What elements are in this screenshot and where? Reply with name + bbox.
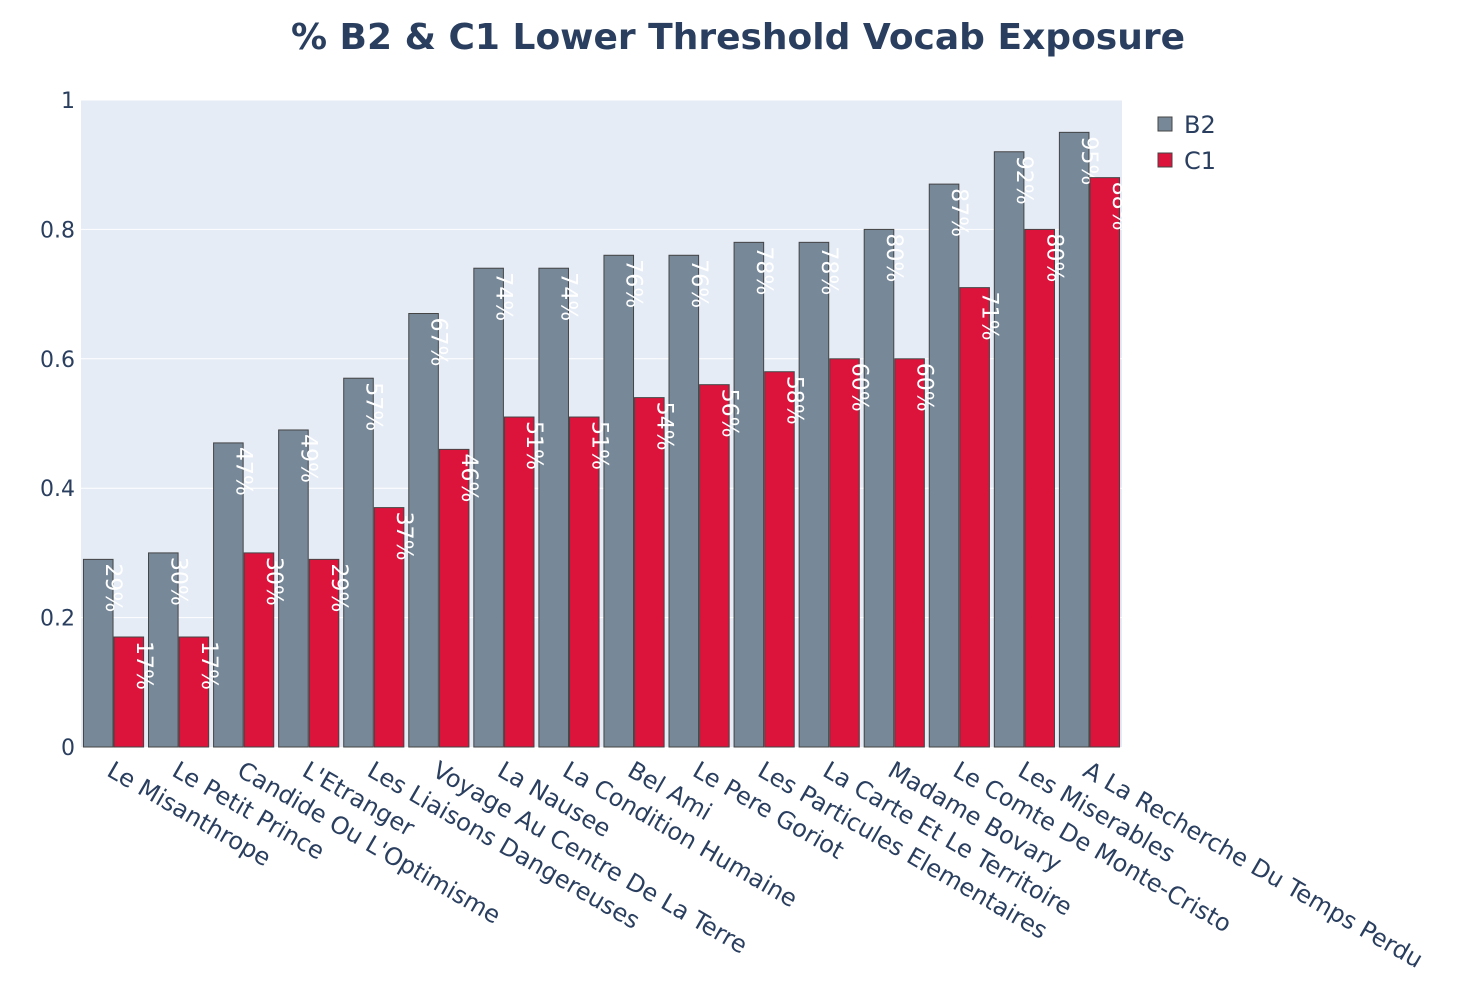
bar-data-label: 71% [977, 292, 1002, 341]
legend-swatch [1157, 116, 1173, 132]
bar-b2[interactable] [733, 241, 765, 748]
bar-data-label: 74% [556, 272, 581, 321]
y-tick-label: 0.2 [40, 607, 75, 632]
bar-b2[interactable] [343, 377, 374, 748]
bar-data-label: 95% [1076, 136, 1101, 185]
bar-b2[interactable] [668, 254, 700, 748]
bar-c1[interactable] [178, 636, 210, 748]
bar-b2[interactable] [603, 254, 635, 748]
bar-b2[interactable] [863, 228, 895, 748]
y-axis: 0 0.2 0.4 0.6 0.8 1 [40, 89, 75, 761]
bar-b2[interactable] [408, 313, 439, 748]
bar-data-label: 56% [716, 389, 741, 438]
bar-data-label: 67% [426, 318, 451, 367]
bar-data-label: 46% [456, 453, 481, 502]
bar-data-label: 74% [491, 272, 516, 321]
bar-data-label: 29% [100, 563, 125, 612]
y-tick-label: 0.6 [40, 348, 75, 373]
y-tick-label: 1 [61, 89, 75, 114]
bar-data-label: 80% [881, 233, 906, 282]
bar-data-label: 60% [912, 363, 937, 412]
bar-data-label: 54% [651, 402, 676, 451]
bar-data-label: 17% [131, 641, 156, 690]
bar-c1[interactable] [699, 384, 730, 748]
bar-data-label: 76% [621, 259, 646, 308]
bar-b2[interactable] [928, 183, 960, 748]
bar-c1[interactable] [959, 287, 990, 748]
bar-data-label: 60% [847, 363, 872, 412]
legend-swatch [1157, 152, 1173, 168]
series-b2: 29% 30% 47% 49% 57% 67% 74% 74% 76% 76% 78% 78% 80% 8… [82, 131, 1101, 748]
bar-c1[interactable] [634, 397, 665, 748]
bar-c1[interactable] [764, 371, 795, 748]
bar-data-label: 47% [230, 447, 255, 496]
y-tick-label: 0.4 [40, 477, 75, 502]
bar-data-label: 29% [326, 563, 351, 612]
bar-data-label: 88% [1107, 182, 1132, 231]
legend-label: B2 [1184, 111, 1216, 139]
bar-c1[interactable] [308, 558, 340, 748]
bar-c1[interactable] [829, 358, 860, 748]
bar-c1[interactable] [373, 507, 405, 748]
bar-data-label: 51% [586, 421, 611, 470]
y-tick-label: 0.8 [40, 218, 75, 243]
bar-data-label: 87% [946, 188, 971, 237]
bar-data-label: 58% [781, 376, 806, 425]
bar-data-label: 92% [1011, 156, 1036, 205]
bar-c1[interactable] [568, 416, 600, 748]
bar-b2[interactable] [1058, 131, 1090, 748]
bar-b2[interactable] [82, 558, 114, 748]
bar-b2[interactable] [148, 552, 179, 748]
bar-data-label: 30% [165, 557, 190, 606]
legend-label: C1 [1184, 147, 1216, 175]
bar-data-label: 30% [261, 557, 286, 606]
bar-data-label: 17% [196, 641, 221, 690]
bar-b2[interactable] [798, 241, 830, 748]
legend-item-b2[interactable]: B2 [1157, 111, 1216, 139]
legend-item-c1[interactable]: C1 [1157, 147, 1216, 175]
bar-b2[interactable] [993, 151, 1025, 748]
y-tick-label: 0 [61, 736, 75, 761]
bar-data-label: 57% [360, 382, 385, 431]
bar-data-label: 78% [751, 246, 776, 295]
bar-c1[interactable] [243, 552, 275, 748]
bar-b2[interactable] [278, 429, 309, 748]
bar-b2[interactable] [538, 267, 569, 748]
bar-data-label: 80% [1042, 233, 1067, 282]
bar-data-label: 49% [295, 434, 320, 483]
bar-c1[interactable] [1089, 177, 1121, 748]
bar-c1[interactable] [1024, 228, 1055, 748]
bar-data-label: 76% [686, 259, 711, 308]
bar-c1[interactable] [113, 636, 145, 748]
bar-data-label: 37% [391, 512, 416, 561]
bar-data-label: 51% [521, 421, 546, 470]
bar-data-label: 78% [816, 246, 841, 295]
bar-c1[interactable] [503, 416, 535, 748]
bar-b2[interactable] [473, 267, 504, 748]
bar-b2[interactable] [213, 442, 244, 748]
bars: 29% 30% 47% 49% 57% 67% 74% 74% 76% 76% 78% 78% 80% 8… [82, 131, 1132, 748]
chart-title: % B2 & C1 Lower Threshold Vocab Exposure [291, 17, 1185, 58]
bar-c1[interactable] [894, 358, 925, 748]
bar-c1[interactable] [438, 448, 470, 748]
series-c1: 17% 17% 30% 29% 37% 46% 51% 51% 54% 56% 58% 60% 60% 7… [113, 177, 1132, 748]
